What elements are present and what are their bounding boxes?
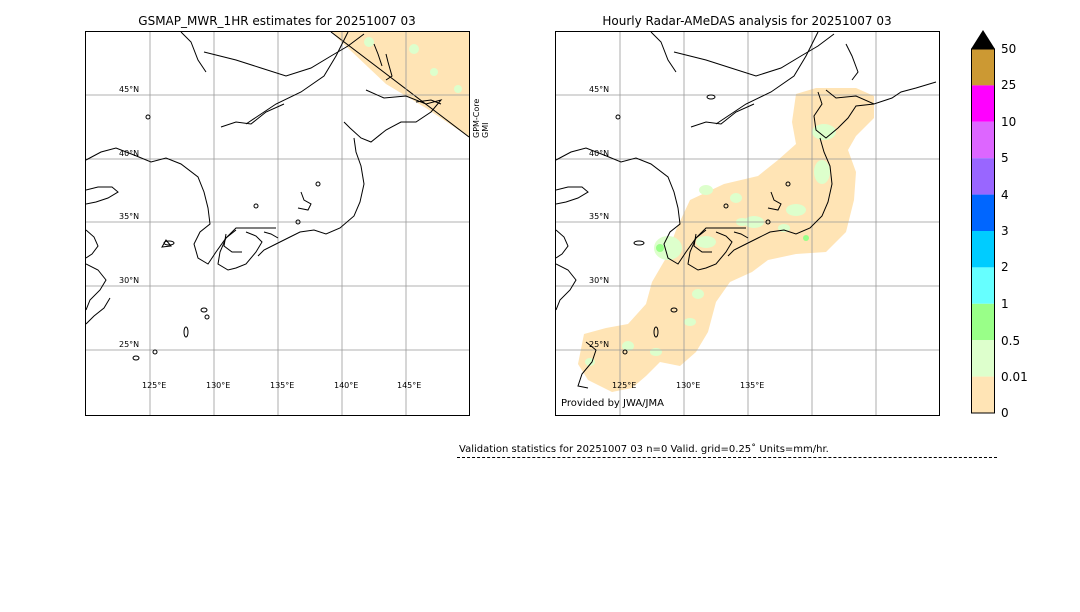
stats-underline [457,457,997,458]
right-lon-label: 125°E [612,381,637,390]
left-lon-label: 135°E [270,381,295,390]
left-lon-label: 140°E [334,381,359,390]
left-coastlines [86,32,443,325]
colorbar-level-label: 2 [1001,260,1009,274]
colorbar-level-label: 1 [1001,297,1009,311]
colorbar-band [971,158,995,195]
satellite-sensor-label: GMI [481,122,490,138]
colorbar-band [971,49,995,86]
radar-moderate-rain [656,235,809,252]
left-lat-label: 30°N [119,276,140,285]
right-lon-label: 135°E [740,381,765,390]
colorbar-level-label: 3 [1001,224,1009,238]
colorbar-extend-arrow [971,30,995,49]
right-panel-title: Hourly Radar-AMeDAS analysis for 2025100… [602,14,892,28]
colorbar-level-label: 4 [1001,188,1009,202]
left-islands [132,114,321,361]
left-swath-green-patch [364,37,374,47]
colorbar-band [971,340,995,377]
left-lat-label: 35°N [119,212,140,221]
right-islands [615,94,791,355]
right-lat-label: 30°N [589,276,610,285]
right-map [555,31,940,416]
left-panel-title: GSMAP_MWR_1HR estimates for 20251007 03 [138,14,416,28]
right-gridlines [556,32,939,415]
colorbar [971,30,995,414]
colorbar-band [971,121,995,159]
colorbar-band [971,376,995,413]
left-lat-label: 40°N [119,149,140,158]
right-lat-label: 35°N [589,212,610,221]
left-swath-green-patch [430,68,438,76]
left-gridlines [86,32,469,415]
left-swath-green-patch [409,44,419,54]
right-lat-label: 45°N [589,85,610,94]
colorbar-level-label: 0.5 [1001,334,1021,348]
satellite-label: GPM-Core [472,98,481,138]
colorbar-band [971,303,995,341]
colorbar-band [971,267,995,304]
colorbar-level-label: 10 [1001,115,1017,129]
right-lon-label: 130°E [676,381,701,390]
colorbar-level-label: 5 [1001,151,1009,165]
right-lat-label: 25°N [589,340,610,349]
left-lon-label: 130°E [206,381,231,390]
left-swath-green-patch [454,85,462,93]
right-coastlines [556,32,937,389]
left-lon-label: 125°E [142,381,167,390]
colorbar-outline [971,48,995,414]
validation-statistics: Validation statistics for 20251007 03 n=… [459,444,829,455]
colorbar-band [971,231,995,268]
left-lat-label: 25°N [119,340,140,349]
left-swath-edge [330,32,469,138]
left-lon-label: 145°E [397,381,422,390]
left-lat-label: 45°N [119,85,140,94]
colorbar-level-label: 50 [1001,42,1017,56]
left-map [85,31,470,416]
data-credit: Provided by JWA/JMA [561,398,664,409]
colorbar-level-label: 25 [1001,78,1017,92]
colorbar-band [971,194,995,231]
colorbar-level-label: 0.01 [1001,370,1028,384]
right-lat-label: 40°N [589,149,610,158]
radar-coverage-area [578,88,874,392]
right-map-canvas [556,32,939,415]
colorbar-level-label: 0 [1001,406,1009,420]
colorbar-band [971,85,995,122]
left-map-canvas [86,32,469,415]
